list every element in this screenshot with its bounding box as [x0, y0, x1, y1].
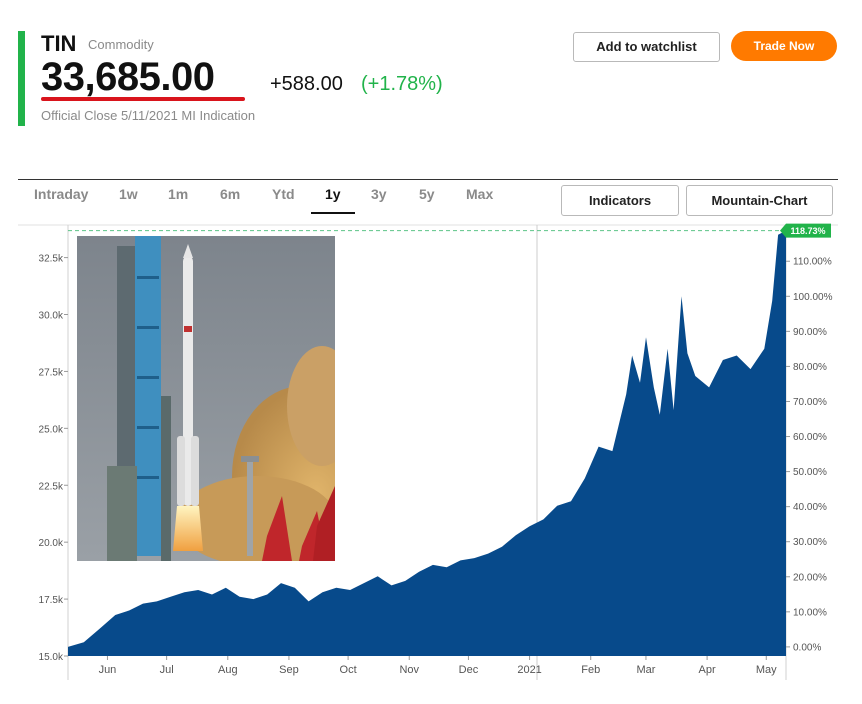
y-tick-right-label: 100.00%	[793, 292, 833, 303]
tab-6m[interactable]: 6m	[220, 186, 241, 202]
rocket-launch-photo	[77, 236, 372, 566]
x-tick-label: Oct	[340, 664, 357, 676]
price-chart-svg: 118.73% 32.5k 30.0k 27.5k 25.0k 22.5k 20.0k 17.…	[18, 223, 838, 680]
price-change: +588.00	[270, 73, 343, 95]
y-tick-left-label: 30.0k	[39, 311, 64, 322]
x-tick-label: 2021	[517, 664, 541, 676]
accent-bar	[18, 31, 25, 126]
active-tab-indicator	[311, 212, 355, 214]
y-tick-right-label: 30.00%	[793, 537, 827, 548]
chart-top-divider	[18, 179, 838, 180]
tab-1y[interactable]: 1y	[325, 186, 341, 202]
tab-max[interactable]: Max	[466, 186, 494, 202]
price-area	[68, 230, 786, 656]
tab-1m[interactable]: 1m	[168, 186, 189, 202]
y-tick-right-label: 80.00%	[793, 362, 827, 373]
y-tick-left-label: 25.0k	[39, 424, 64, 435]
y-tick-right-label: 50.00%	[793, 467, 827, 478]
price-chart: 118.73% 32.5k 30.0k 27.5k 25.0k 22.5k 20.0k 17.…	[0, 220, 862, 699]
trade-now-button[interactable]: Trade Now	[731, 31, 837, 61]
y-tick-right-label: 90.00%	[793, 327, 827, 338]
close-info: Official Close 5/11/2021 MI Indication	[41, 108, 256, 123]
x-tick-label: Mar	[636, 664, 655, 676]
y-tick-right-label: 40.00%	[793, 502, 827, 513]
price-underline	[41, 97, 245, 101]
tab-ytd[interactable]: Ytd	[272, 186, 295, 202]
x-tick-label: Feb	[581, 664, 600, 676]
y-tick-left-label: 22.5k	[39, 481, 64, 492]
y-tick-left-label: 27.5k	[39, 367, 64, 378]
y-tick-right-label: 110.00%	[793, 257, 832, 268]
y-tick-left-label: 17.5k	[39, 595, 64, 606]
y-tick-right-label: 10.00%	[793, 607, 827, 618]
y-tick-left-label: 20.0k	[39, 538, 64, 549]
tab-1w[interactable]: 1w	[119, 186, 138, 202]
tab-5y[interactable]: 5y	[419, 186, 435, 202]
x-tick-label: Jun	[99, 664, 117, 676]
last-price: 33,685.00	[41, 55, 215, 99]
x-tick-label: Dec	[459, 664, 479, 676]
y-tick-right-label: 20.00%	[793, 572, 827, 583]
last-value-label: 118.73%	[790, 226, 825, 236]
tab-3y[interactable]: 3y	[371, 186, 387, 202]
indicators-button[interactable]: Indicators	[561, 185, 679, 216]
asset-category: Commodity	[88, 37, 154, 52]
x-tick-label: Jul	[160, 664, 174, 676]
chart-type-button[interactable]: Mountain-Chart	[686, 185, 833, 216]
y-tick-right-label: 70.00%	[793, 397, 827, 408]
y-tick-right-label: 0.00%	[793, 642, 821, 653]
y-tick-left-label: 15.0k	[39, 652, 64, 663]
x-tick-label: May	[756, 664, 777, 676]
y-tick-left-label: 32.5k	[39, 254, 64, 265]
x-tick-label: Sep	[279, 664, 299, 676]
y-tick-right-label: 60.00%	[793, 432, 827, 443]
tab-intraday[interactable]: Intraday	[34, 186, 89, 202]
x-tick-label: Apr	[699, 664, 716, 676]
add-to-watchlist-button[interactable]: Add to watchlist	[573, 32, 720, 62]
x-tick-label: Aug	[218, 664, 238, 676]
x-tick-label: Nov	[399, 664, 419, 676]
last-value-marker	[780, 223, 831, 238]
price-change-percent: (+1.78%)	[361, 73, 443, 95]
ticker-symbol: TIN	[41, 31, 77, 56]
